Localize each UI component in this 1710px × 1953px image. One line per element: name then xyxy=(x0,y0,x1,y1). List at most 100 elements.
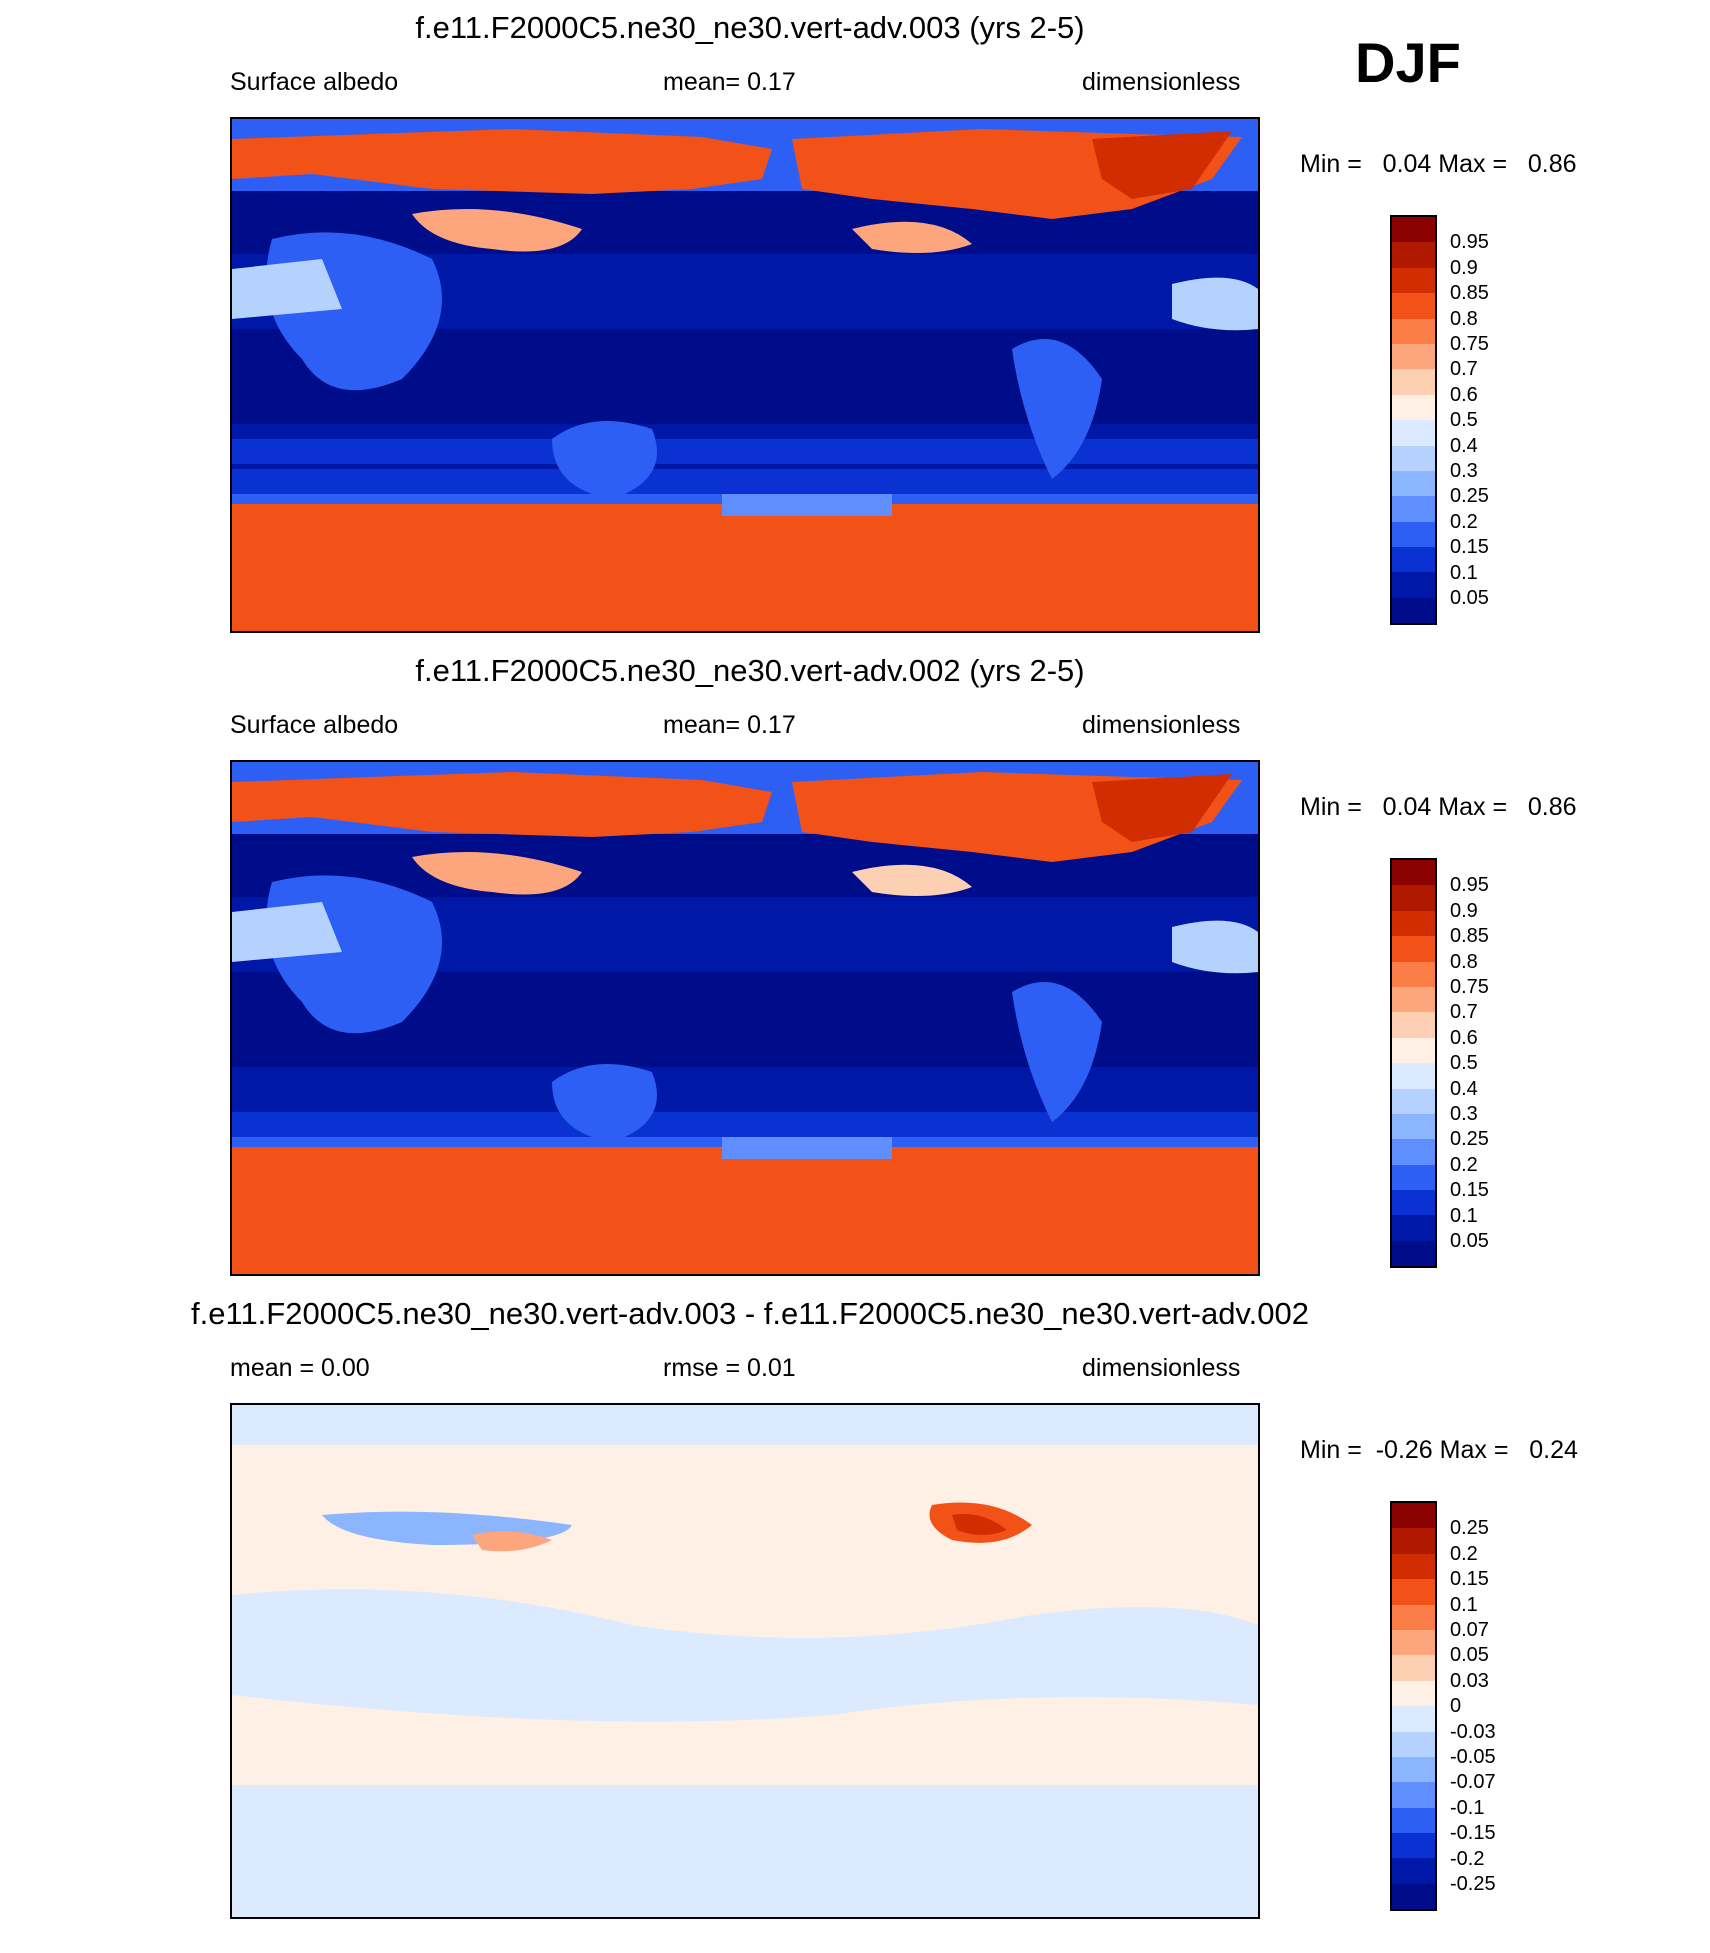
colorbar-swatch xyxy=(1392,1706,1435,1732)
map-field xyxy=(232,1405,1258,1917)
colorbar-tick-label: 0.75 xyxy=(1450,976,1489,998)
colorbar-tick-label: 0.3 xyxy=(1450,1103,1478,1125)
colorbar xyxy=(1390,215,1437,626)
colorbar-swatch xyxy=(1392,597,1435,624)
colorbar-tick-label: 0.95 xyxy=(1450,231,1489,254)
colorbar-tick-label: 0.9 xyxy=(1450,899,1478,922)
colorbar-swatch xyxy=(1392,394,1435,421)
colorbar-tick-label: 0.95 xyxy=(1450,874,1489,897)
colorbar-swatch xyxy=(1392,1088,1435,1114)
colorbar-tick-label: 0.9 xyxy=(1450,256,1478,279)
colorbar-swatch xyxy=(1392,1553,1435,1580)
colorbar-swatch xyxy=(1392,1680,1435,1707)
colorbar-swatch xyxy=(1392,1037,1435,1064)
units-label: dimensionless xyxy=(1082,711,1241,739)
colorbar-tick-label: 0 xyxy=(1450,1695,1462,1718)
season-label: DJF xyxy=(1355,31,1461,94)
colorbar-swatch xyxy=(1392,1063,1435,1089)
mean-label: mean= 0.17 xyxy=(663,68,796,96)
colorbar-swatch xyxy=(1392,1604,1435,1630)
colorbar-swatch xyxy=(1392,1503,1435,1529)
colorbar-tick-label: 0.2 xyxy=(1450,510,1478,533)
colorbar-tick-label: -0.2 xyxy=(1450,1847,1485,1870)
colorbar-swatch xyxy=(1392,1164,1435,1191)
colorbar-swatch xyxy=(1392,369,1435,395)
map-field xyxy=(232,119,1258,631)
colorbar-tick-label: 0.4 xyxy=(1450,1077,1478,1100)
colorbar-swatch xyxy=(1392,986,1435,1013)
colorbar-swatch xyxy=(1392,1858,1435,1884)
variable-label: Surface albedo xyxy=(230,68,399,96)
min-max-label: Min = -0.26 Max = 0.24 xyxy=(1300,1436,1578,1464)
colorbar-swatch xyxy=(1392,445,1435,471)
colorbar-swatch xyxy=(1392,547,1435,573)
panel-difference: f.e11.F2000C5.ne30_ne30.vert-adv.003 - f… xyxy=(0,1286,1710,1926)
colorbar-swatch xyxy=(1392,936,1435,962)
colorbar-tick-label: 0.3 xyxy=(1450,460,1478,482)
colorbar-swatch xyxy=(1392,1240,1435,1267)
colorbar-tick-label: 0.7 xyxy=(1450,1001,1478,1024)
colorbar-swatch xyxy=(1392,1012,1435,1038)
colorbar-tick-label: 0.1 xyxy=(1450,1204,1478,1227)
colorbar-tick-label: 0.1 xyxy=(1450,561,1478,584)
albedo-map xyxy=(230,760,1260,1276)
colorbar-swatch xyxy=(1392,1528,1435,1554)
colorbar-swatch xyxy=(1392,1139,1435,1165)
colorbar-tick-label: -0.03 xyxy=(1450,1720,1496,1743)
colorbar-swatch xyxy=(1392,1215,1435,1241)
colorbar-swatch xyxy=(1392,910,1435,937)
units-label: dimensionless xyxy=(1082,1354,1241,1382)
colorbar-swatch xyxy=(1392,961,1435,987)
colorbar-tick-label: 0.25 xyxy=(1450,1128,1489,1151)
colorbar-tick-label: 0.8 xyxy=(1450,950,1478,973)
colorbar-swatch xyxy=(1392,1756,1435,1783)
colorbar-tick-label: 0.05 xyxy=(1450,1230,1489,1252)
colorbar-tick-label: 0.8 xyxy=(1450,307,1478,330)
colorbar-tick-label: 0.2 xyxy=(1450,1542,1478,1565)
colorbar-swatch xyxy=(1392,1629,1435,1656)
colorbar-tick-label: 0.25 xyxy=(1450,485,1489,508)
colorbar-swatch xyxy=(1392,1883,1435,1910)
colorbar xyxy=(1390,858,1437,1269)
colorbar-tick-label: 0.2 xyxy=(1450,1153,1478,1176)
colorbar-swatch xyxy=(1392,293,1435,319)
colorbar-swatch xyxy=(1392,496,1435,522)
panel-title: f.e11.F2000C5.ne30_ne30.vert-adv.003 - f… xyxy=(191,1296,1309,1331)
colorbar-tick-label: -0.05 xyxy=(1450,1746,1496,1768)
panel-model-002: f.e11.F2000C5.ne30_ne30.vert-adv.002 (yr… xyxy=(0,643,1710,1283)
colorbar-tick-label: 0.03 xyxy=(1450,1669,1489,1692)
colorbar-tick-label: 0.05 xyxy=(1450,1644,1489,1667)
colorbar-swatch xyxy=(1392,242,1435,268)
colorbar-swatch xyxy=(1392,885,1435,911)
colorbar-swatch xyxy=(1392,318,1435,344)
colorbar-swatch xyxy=(1392,217,1435,243)
variable-label: Surface albedo xyxy=(230,711,399,739)
colorbar-swatch xyxy=(1392,572,1435,598)
colorbar-tick-label: -0.25 xyxy=(1450,1873,1496,1895)
panel-title: f.e11.F2000C5.ne30_ne30.vert-adv.002 (yr… xyxy=(415,653,1085,688)
colorbar-swatch xyxy=(1392,343,1435,370)
colorbar-tick-label: 0.25 xyxy=(1450,1517,1489,1540)
mean-label: mean= 0.17 xyxy=(663,711,796,739)
panel-model-003: f.e11.F2000C5.ne30_ne30.vert-adv.003 (yr… xyxy=(0,0,1710,640)
difference-map xyxy=(230,1403,1260,1919)
colorbar-swatch xyxy=(1392,1731,1435,1757)
colorbar-tick-label: 0.5 xyxy=(1450,1052,1478,1075)
colorbar-swatch xyxy=(1392,1190,1435,1216)
units-label: dimensionless xyxy=(1082,68,1241,96)
colorbar-tick-label: 0.4 xyxy=(1450,434,1478,457)
colorbar-swatch xyxy=(1392,420,1435,446)
colorbar-tick-label: 0.15 xyxy=(1450,1568,1489,1591)
colorbar-swatch xyxy=(1392,267,1435,294)
colorbar-tick-label: -0.07 xyxy=(1450,1771,1496,1794)
min-max-label: Min = 0.04 Max = 0.86 xyxy=(1300,150,1577,178)
colorbar-swatch xyxy=(1392,1782,1435,1808)
colorbar-tick-label: 0.7 xyxy=(1450,358,1478,381)
colorbar-tick-label: -0.15 xyxy=(1450,1822,1496,1845)
mean-label: mean = 0.00 xyxy=(230,1354,370,1382)
colorbar-swatch xyxy=(1392,470,1435,497)
albedo-map xyxy=(230,117,1260,633)
colorbar-tick-label: 0.6 xyxy=(1450,383,1478,406)
panel-title: f.e11.F2000C5.ne30_ne30.vert-adv.003 (yr… xyxy=(415,10,1085,45)
colorbar-swatch xyxy=(1392,521,1435,548)
